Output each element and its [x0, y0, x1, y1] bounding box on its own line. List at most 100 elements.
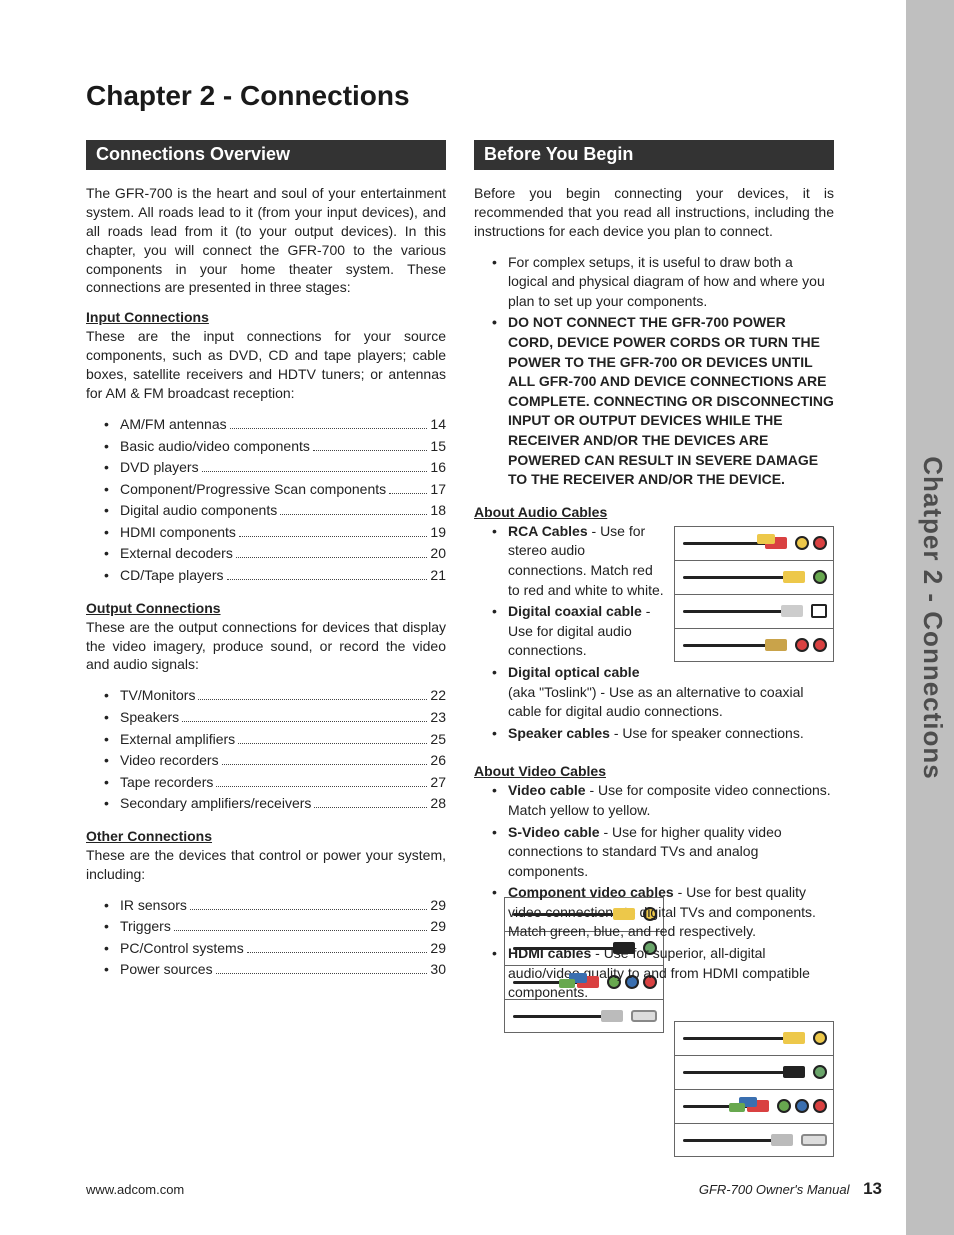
toc-page: 16	[430, 458, 446, 478]
audio-cables-heading: About Audio Cables	[474, 504, 834, 520]
cable-line-icon	[511, 976, 599, 988]
toc-list: IR sensors 29 Triggers 29 PC/Control systems…	[86, 896, 446, 980]
toc-page: 23	[430, 708, 446, 728]
cable-line-icon	[681, 1032, 805, 1044]
toc-label: Triggers	[120, 917, 171, 937]
toc-dots	[230, 428, 428, 429]
toc-label: Secondary amplifiers/receivers	[120, 794, 311, 814]
toc-item: Digital audio components 18	[104, 501, 446, 521]
overview-heading: Connections Overview	[86, 140, 446, 170]
side-tab-bar: Chatper 2 - Connections	[906, 0, 954, 1235]
toc-dots	[222, 764, 428, 765]
toc-item: Speakers 23	[104, 708, 446, 728]
toc-page: 14	[430, 415, 446, 435]
toc-item: DVD players 16	[104, 458, 446, 478]
toc-page: 18	[430, 501, 446, 521]
bullet-item: DO NOT CONNECT THE GFR-700 POWER CORD, D…	[492, 313, 834, 489]
side-tab-text: Chatper 2 - Connections	[917, 456, 948, 779]
toc-label: PC/Control systems	[120, 939, 244, 959]
cable-term: Component video cables	[508, 884, 674, 900]
group-heading: Output Connections	[86, 600, 446, 616]
toc-list: AM/FM antennas14Basic audio/video compon…	[86, 415, 446, 586]
toc-dots	[190, 909, 428, 910]
toc-label: TV/Monitors	[120, 686, 195, 706]
toc-dots	[313, 450, 428, 451]
toc-label: Digital audio components	[120, 501, 277, 521]
toc-item: Component/Progressive Scan components 17	[104, 480, 446, 500]
toc-item: Secondary amplifiers/receivers28	[104, 794, 446, 814]
footer-page-number: 13	[863, 1179, 882, 1198]
toc-dots	[389, 493, 427, 494]
toc-page: 26	[430, 751, 446, 771]
video-cable-list: Video cable - Use for composite video co…	[474, 781, 834, 1003]
cable-term: Video cable	[508, 782, 586, 798]
toc-page: 21	[430, 566, 446, 586]
cable-term: Digital optical cable	[508, 664, 639, 680]
toc-label: CD/Tape players	[120, 566, 224, 586]
toc-label: HDMI components	[120, 523, 236, 543]
overview-intro: The GFR-700 is the heart and soul of you…	[86, 184, 446, 297]
cable-line-icon	[511, 942, 635, 954]
toc-dots	[236, 557, 428, 558]
toc-dots	[202, 471, 428, 472]
toc-page: 22	[430, 686, 446, 706]
audio-cable-list: RCA Cables - Use for stereo audio connec…	[474, 522, 834, 744]
toc-label: IR sensors	[120, 896, 187, 916]
toc-page: 29	[430, 917, 446, 937]
group-desc: These are the devices that control or po…	[86, 846, 446, 884]
group-desc: These are the output connections for dev…	[86, 618, 446, 675]
toc-page: 19	[430, 523, 446, 543]
toc-dots	[238, 743, 427, 744]
before-intro: Before you begin connecting your devices…	[474, 184, 834, 241]
toc-label: External amplifiers	[120, 730, 235, 750]
toc-dots	[239, 536, 427, 537]
toc-label: Component/Progressive Scan components	[120, 480, 386, 500]
before-heading: Before You Begin	[474, 140, 834, 170]
toc-page: 29	[430, 896, 446, 916]
toc-dots	[227, 579, 428, 580]
toc-dots	[247, 952, 428, 953]
toc-item: Video recorders 26	[104, 751, 446, 771]
group-heading: Input Connections	[86, 309, 446, 325]
cable-jacks-icon	[801, 1134, 827, 1146]
cable-row	[674, 1089, 834, 1123]
toc-dots	[216, 786, 427, 787]
cable-item: Digital optical cable (aka "Toslink") - …	[492, 663, 834, 722]
toc-item: AM/FM antennas14	[104, 415, 446, 435]
cable-term: Digital coaxial cable	[508, 603, 642, 619]
footer-url: www.adcom.com	[86, 1182, 184, 1197]
bullet-item: For complex setups, it is useful to draw…	[492, 253, 834, 312]
toc-item: HDMI components 19	[104, 523, 446, 543]
cable-item: S-Video cable - Use for higher quality v…	[492, 823, 834, 882]
cable-line-icon	[681, 1100, 769, 1112]
toc-page: 20	[430, 544, 446, 564]
toc-label: DVD players	[120, 458, 199, 478]
toc-page: 15	[430, 437, 446, 457]
toc-page: 17	[430, 480, 446, 500]
toc-page: 25	[430, 730, 446, 750]
cable-line-icon	[511, 1010, 623, 1022]
toc-dots	[198, 699, 427, 700]
group-heading: Other Connections	[86, 828, 446, 844]
video-cable-figure	[674, 1021, 834, 1157]
cable-term: RCA Cables	[508, 523, 588, 539]
toc-label: Video recorders	[120, 751, 219, 771]
video-cables-heading: About Video Cables	[474, 763, 834, 779]
before-bullets: For complex setups, it is useful to draw…	[474, 253, 834, 490]
cable-term: S-Video cable	[508, 824, 600, 840]
cable-item: Digital coaxial cable - Use for digital …	[492, 602, 834, 661]
toc-label: Tape recorders	[120, 773, 213, 793]
toc-item: IR sensors 29	[104, 896, 446, 916]
toc-item: TV/Monitors 22	[104, 686, 446, 706]
toc-dots	[182, 721, 427, 722]
toc-label: Basic audio/video components	[120, 437, 310, 457]
toc-list: TV/Monitors 22 Speakers 23 External amplifie…	[86, 686, 446, 814]
right-column: Before You Begin Before you begin connec…	[474, 140, 834, 1163]
toc-dots	[280, 514, 427, 515]
toc-item: External decoders20	[104, 544, 446, 564]
cable-row	[674, 1021, 834, 1055]
cable-jacks-icon	[777, 1099, 827, 1113]
toc-item: Tape recorders27	[104, 773, 446, 793]
cable-line-icon	[511, 908, 635, 920]
toc-label: Speakers	[120, 708, 179, 728]
